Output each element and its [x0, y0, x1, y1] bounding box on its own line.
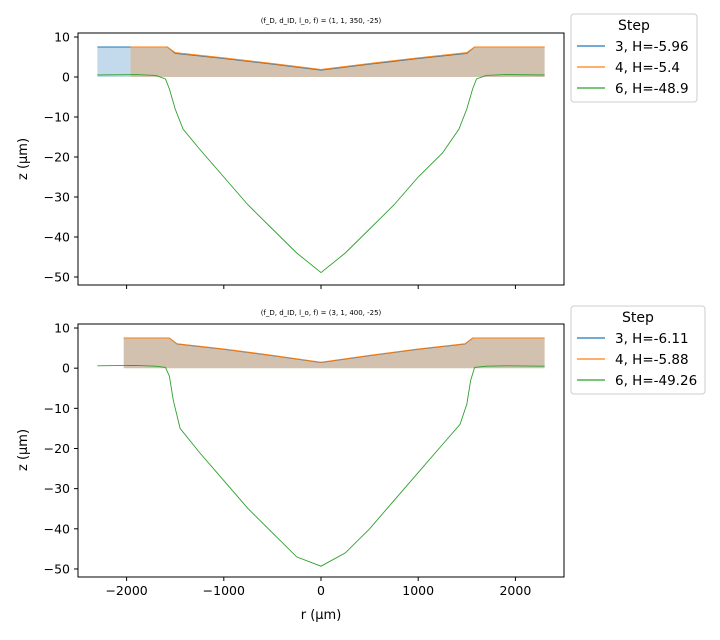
- bottom-legend-label: 3, H=-6.11: [615, 331, 689, 347]
- bottom-x-tick-label: 2000: [499, 583, 531, 598]
- bottom-legend-box: [570, 305, 706, 395]
- bottom-chart-panel: (f_D, d_ID, l_o, f) = (3, 1, 400, -25) z…: [16, 305, 706, 623]
- bottom-x-tick-label: −1000: [203, 583, 245, 598]
- bottom-y-tick-label: −10: [44, 401, 70, 416]
- bottom-series-1-area: [123, 338, 545, 369]
- bottom-series-2-line: [123, 337, 545, 363]
- top-legend-label: 6, H=-48.9: [615, 81, 689, 97]
- bottom-y-axis-label: z (μm): [16, 429, 31, 471]
- bottom-x-tick-label: −2000: [105, 583, 147, 598]
- top-chart-panel: (f_D, d_ID, l_o, f) = (1, 1, 350, -25) z…: [16, 13, 698, 286]
- bottom-plot-area: [97, 337, 545, 567]
- top-plot-area: [97, 46, 545, 274]
- bottom-legend-label: 6, H=-49.26: [615, 373, 697, 389]
- bottom-x-axis-label: r (μm): [301, 608, 342, 623]
- bottom-series-2-area: [123, 338, 545, 369]
- bottom-x-tick-label: 1000: [402, 583, 434, 598]
- bottom-y-tick-label: −30: [44, 481, 70, 496]
- bottom-chart-title: (f_D, d_ID, l_o, f) = (3, 1, 400, -25): [261, 309, 382, 317]
- top-legend-box: [570, 13, 698, 103]
- bottom-legend-title: Step: [622, 310, 654, 326]
- bottom-y-tick-label: 10: [54, 321, 70, 336]
- bottom-y-tick-label: −20: [44, 441, 70, 456]
- top-y-tick-label: 0: [62, 70, 70, 85]
- bottom-x-tick-label: 0: [317, 583, 325, 598]
- top-series-2-area: [130, 47, 545, 77]
- top-chart-title: (f_D, d_ID, l_o, f) = (1, 1, 350, -25): [261, 17, 382, 25]
- bottom-series-3-line: [97, 364, 545, 567]
- bottom-y-tick-label: −50: [44, 561, 70, 576]
- top-y-tick-label: −30: [44, 190, 70, 205]
- top-legend: Step 3, H=-5.96 4, H=-5.4 6, H=-48.9: [570, 13, 698, 103]
- bottom-legend: Step 3, H=-6.11 4, H=-5.88 6, H=-49.26: [570, 305, 706, 395]
- top-y-tick-label: −50: [44, 270, 70, 285]
- top-y-tick-label: −40: [44, 230, 70, 245]
- top-legend-label: 3, H=-5.96: [615, 39, 689, 55]
- top-y-tick-label: 10: [54, 30, 70, 45]
- top-y-axis-label: z (μm): [16, 138, 31, 180]
- top-y-tick-label: −20: [44, 150, 70, 165]
- bottom-y-tick-label: −40: [44, 521, 70, 536]
- top-series-1-area: [97, 47, 545, 77]
- top-legend-title: Step: [618, 18, 650, 34]
- top-legend-label: 4, H=-5.4: [615, 60, 680, 76]
- top-y-tick-label: −10: [44, 110, 70, 125]
- bottom-legend-label: 4, H=-5.88: [615, 352, 689, 368]
- top-series-2-line: [130, 46, 545, 70]
- top-series-3-line: [97, 74, 545, 274]
- bottom-y-tick-label: 0: [62, 361, 70, 376]
